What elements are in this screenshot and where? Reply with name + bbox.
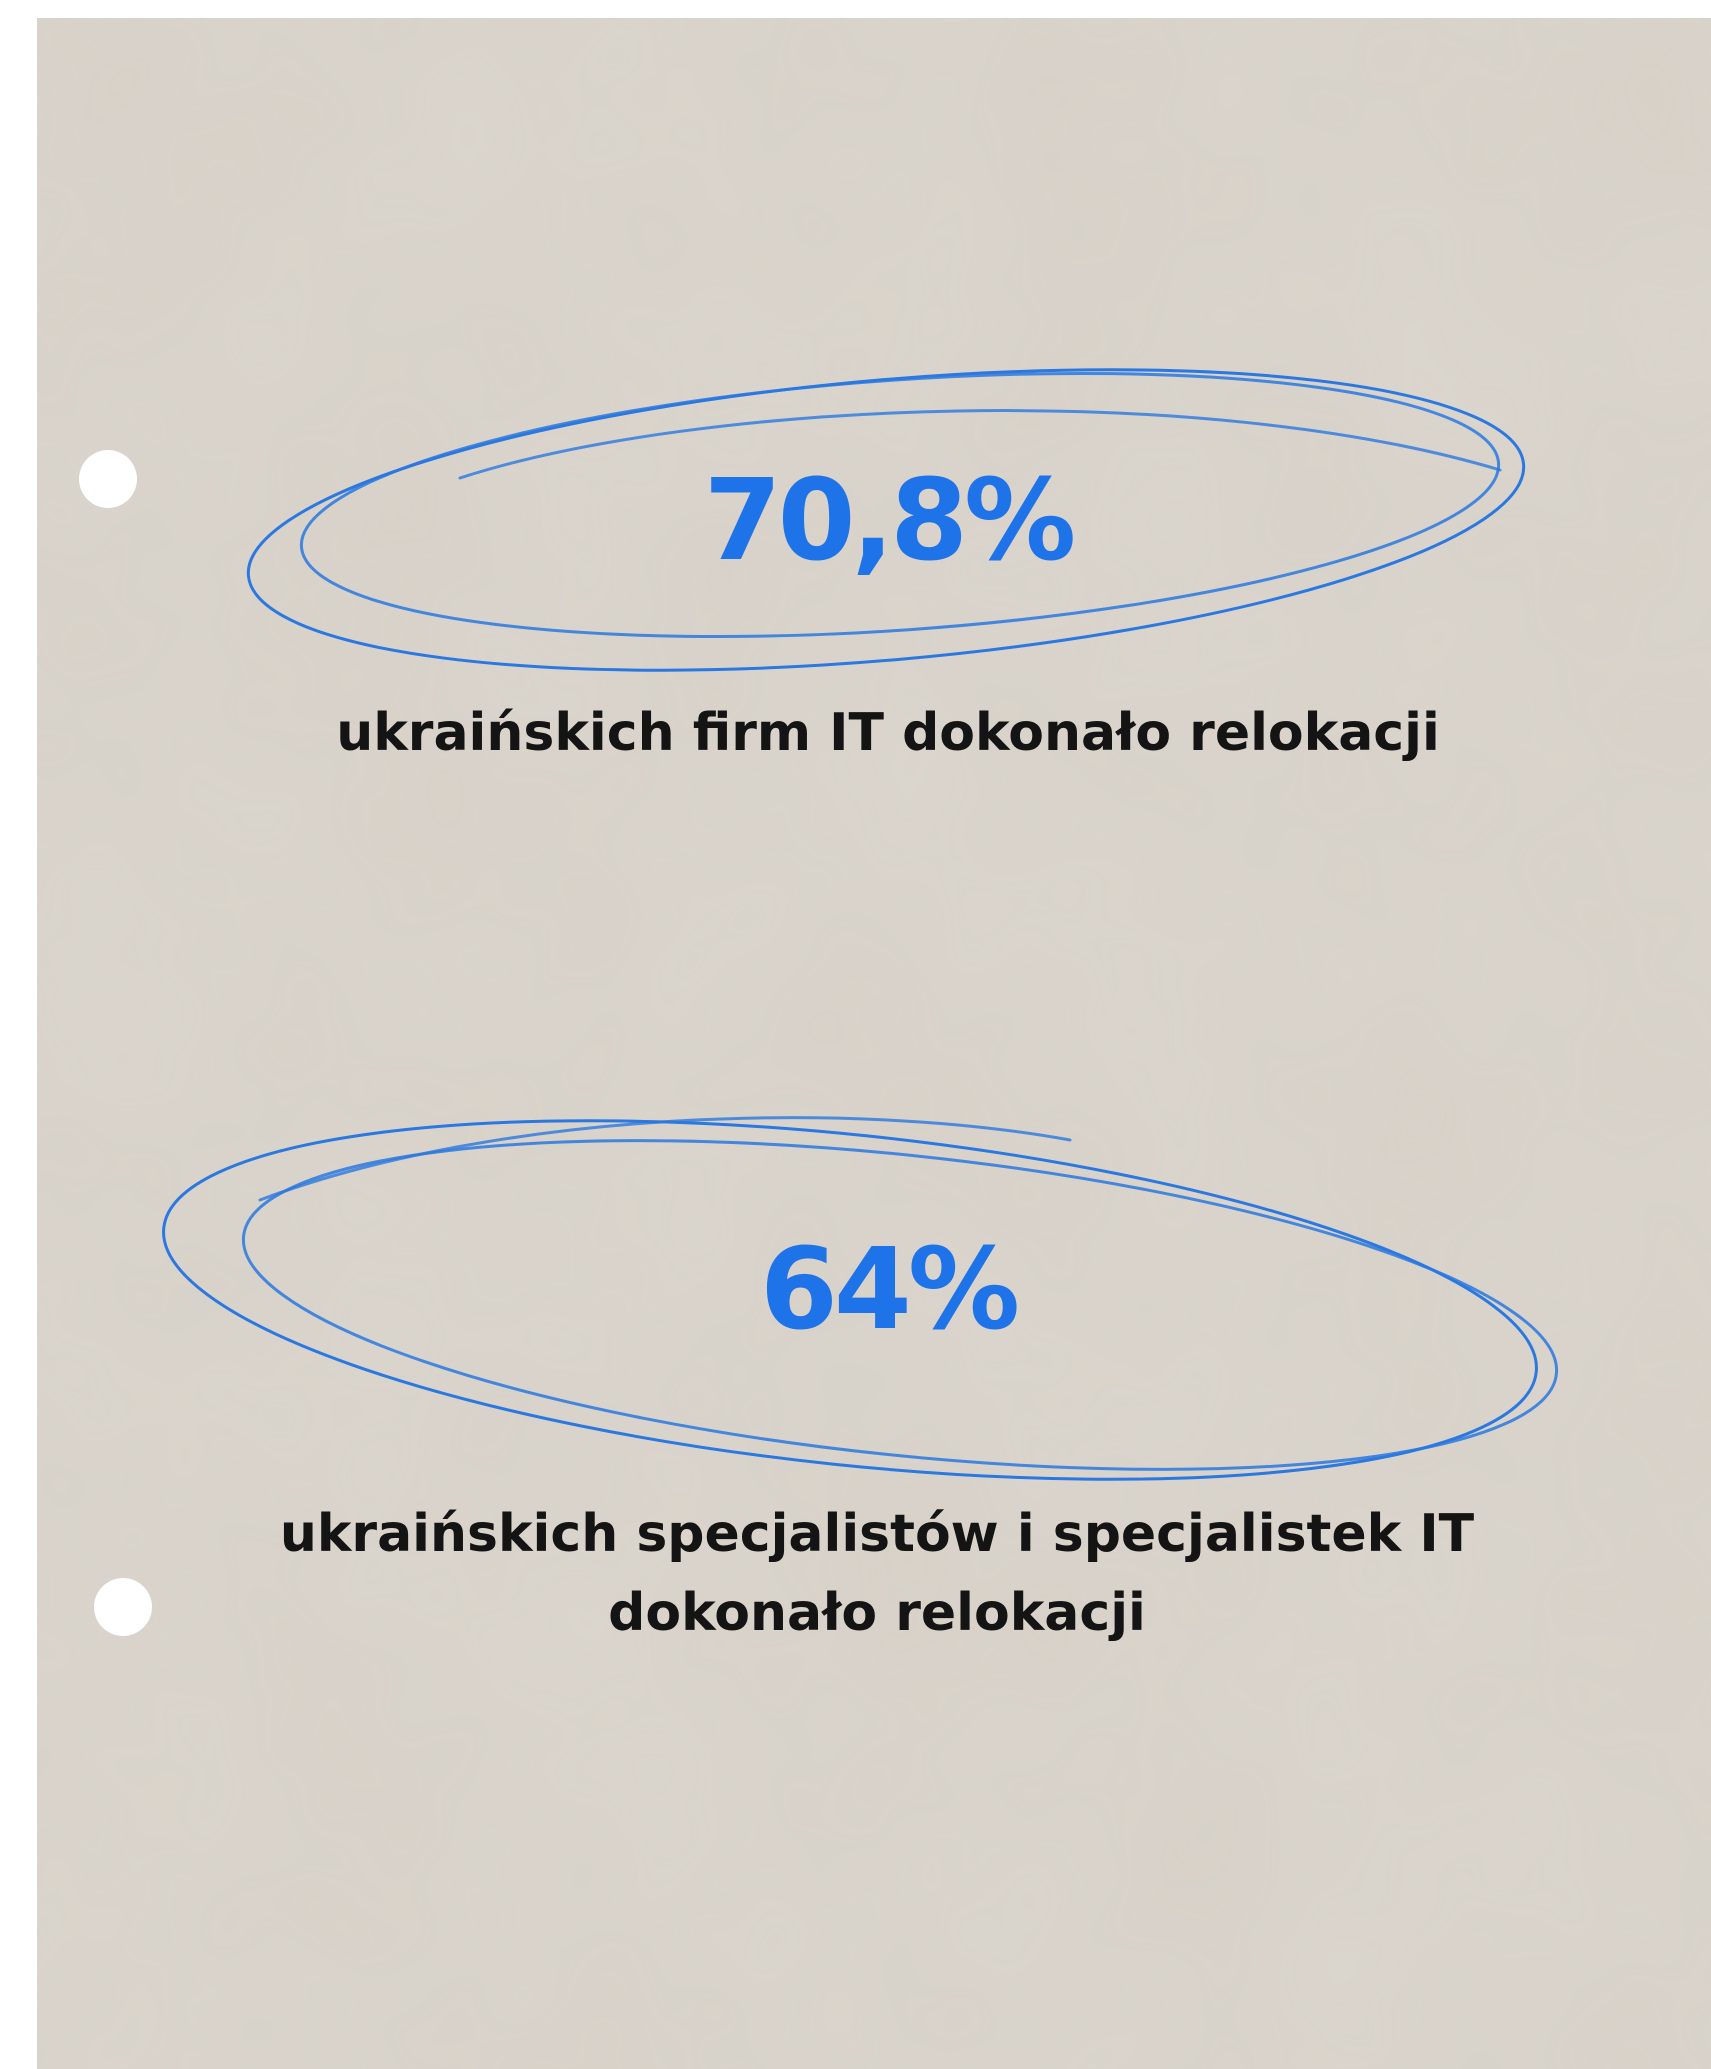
scribble [162,1116,1559,1481]
stat-value: 70,8% [704,456,1073,586]
scribble [246,368,1526,672]
punch-hole [79,450,137,508]
stat-caption: ukraińskich firm IT dokonało relokacji [336,703,1440,763]
paper-texture [37,18,1711,2069]
punch-hole [94,1578,152,1636]
stat-caption: dokonało relokacji [608,1583,1146,1643]
stat-caption: ukraińskich specjalistów i specjalistek … [280,1504,1475,1564]
stat-value: 64% [760,1225,1017,1355]
